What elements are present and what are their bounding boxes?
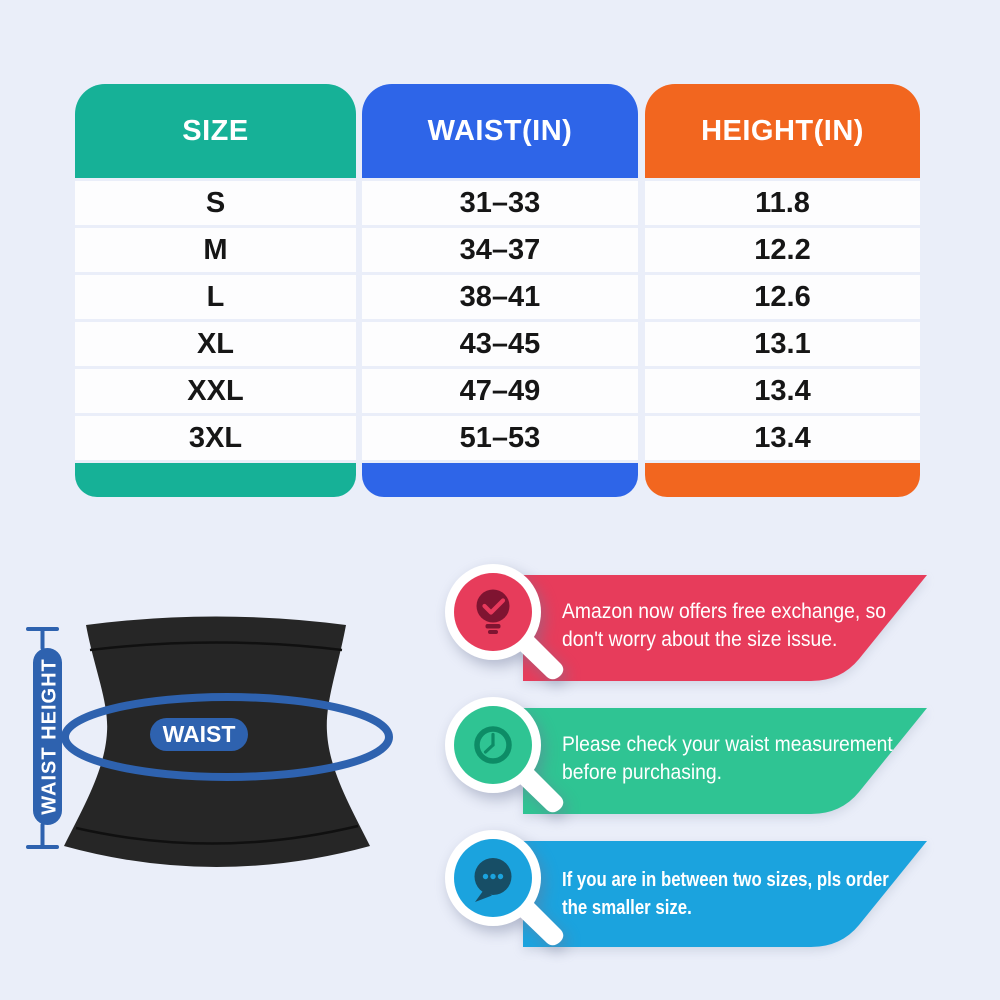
size-cell-s: S [75, 181, 356, 225]
waist-column: WAIST(IN) 31–33 34–37 38–41 43–45 47–49 … [362, 84, 638, 497]
size-column-footer [75, 463, 356, 497]
callout-text: Please check your waist measurement befo… [562, 731, 893, 787]
callout-text-line2: the smaller size. [562, 897, 692, 919]
height-cell-m: 12.2 [645, 228, 920, 272]
size-cell-l: L [75, 275, 356, 319]
size-cell-m: M [75, 228, 356, 272]
waist-height-pill [33, 648, 62, 825]
waist-cell-xxl: 47–49 [362, 369, 638, 413]
waist-measure-ellipse [61, 693, 393, 781]
size-cell-3xl: 3XL [75, 416, 356, 460]
waist-cell-s: 31–33 [362, 181, 638, 225]
banner-ribbon-shape [523, 575, 927, 681]
waist-column-footer [362, 463, 638, 497]
callout-text-line1: Please check your waist measurement [562, 733, 893, 756]
waist-cell-xl: 43–45 [362, 322, 638, 366]
size-column: SIZE S M L XL XXL 3XL [75, 84, 356, 497]
lightbulb-check-icon [445, 564, 564, 680]
lightbulb-glyph [476, 589, 510, 634]
callout-text-line2: don't worry about the size issue. [562, 628, 838, 651]
clock-icon [445, 697, 564, 813]
size-column-header: SIZE [75, 84, 356, 178]
waist-height-label: WAIST HEIGHT [39, 658, 61, 814]
waist-cell-3xl: 51–53 [362, 416, 638, 460]
callout-text: If you are in between two sizes, pls ord… [562, 866, 889, 922]
callout-banner [523, 708, 927, 814]
size-cell-xxl: XXL [75, 369, 356, 413]
height-cell-s: 11.8 [645, 181, 920, 225]
size-cell-xl: XL [75, 322, 356, 366]
waist-label: WAIST [163, 721, 236, 747]
waist-height-measure [26, 627, 59, 849]
callout-check-measurement: Please check your waist measurement befo… [440, 689, 980, 821]
chat-bubble-glyph [474, 858, 512, 902]
height-cell-l: 12.6 [645, 275, 920, 319]
waist-cell-m: 34–37 [362, 228, 638, 272]
callout-text-line1: If you are in between two sizes, pls ord… [562, 869, 889, 891]
callout-between-sizes: If you are in between two sizes, pls ord… [440, 822, 980, 954]
banner-ribbon-shape [523, 708, 927, 814]
banner-ribbon-shape [523, 841, 927, 947]
garment-bottom-stitch [75, 824, 359, 845]
clock-glyph [474, 726, 512, 764]
callout-text-line1: Amazon now offers free exchange, so [562, 600, 886, 623]
callout-banner [523, 841, 927, 947]
garment-top-stitch [89, 641, 343, 652]
waist-label-pill [150, 718, 248, 751]
callout-text: Amazon now offers free exchange, so don'… [562, 598, 886, 654]
height-cell-3xl: 13.4 [645, 416, 920, 460]
callout-banner [523, 575, 927, 681]
height-column: HEIGHT(IN) 11.8 12.2 12.6 13.1 13.4 13.4 [645, 84, 920, 497]
waist-cell-l: 38–41 [362, 275, 638, 319]
height-column-footer [645, 463, 920, 497]
height-cell-xxl: 13.4 [645, 369, 920, 413]
icon-handle [519, 636, 564, 680]
waist-column-header: WAIST(IN) [362, 84, 638, 178]
height-column-header: HEIGHT(IN) [645, 84, 920, 178]
waist-trainer-illustration: WAIST WAIST HEIGHT [26, 616, 393, 867]
height-cell-xl: 13.1 [645, 322, 920, 366]
callout-text-line2: before purchasing. [562, 761, 723, 784]
callout-free-exchange: Amazon now offers free exchange, so don'… [440, 556, 980, 688]
icon-handle [519, 902, 564, 946]
icon-handle [519, 769, 564, 813]
chat-dots-icon [445, 830, 564, 946]
